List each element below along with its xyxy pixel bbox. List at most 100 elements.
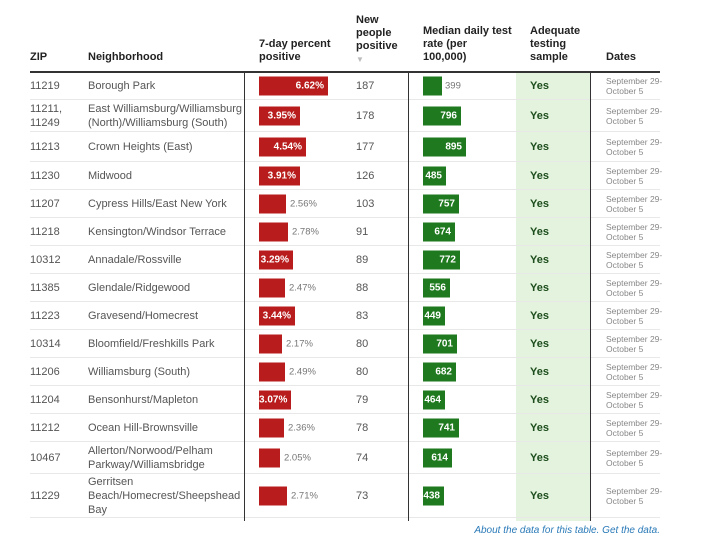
table-row: 11229 Gerritsen Beach/Homecrest/Sheepshe…: [30, 474, 662, 518]
table-row: 11213 Crown Heights (East) 4.54% 177 895…: [30, 132, 662, 162]
test-rate-label: 485: [425, 170, 442, 181]
adequate-cell: Yes: [530, 281, 549, 294]
percent-positive-bar: 4.54%: [259, 137, 306, 156]
neighborhood-cell: Williamsburg (South): [88, 365, 191, 378]
header-dates[interactable]: Dates: [606, 51, 636, 63]
table-row: 11206 Williamsburg (South) 2.49% 80 682 …: [30, 358, 662, 386]
percent-positive-bar: [259, 278, 285, 297]
header-new-positive[interactable]: New people positive ▼: [356, 14, 406, 66]
dates-cell: September 29-October 5: [606, 417, 663, 438]
test-rate-label: 796: [440, 110, 457, 121]
percent-positive-label: 2.78%: [292, 226, 319, 237]
adequate-cell: Yes: [530, 197, 549, 210]
neighborhood-cell: Cypress Hills/East New York: [88, 197, 227, 210]
test-rate-bar: 449: [423, 306, 445, 325]
percent-positive-label: 2.36%: [288, 422, 315, 433]
neighborhood-cell: Bensonhurst/Mapleton: [88, 393, 199, 406]
dates-cell: September 29-October 5: [606, 305, 663, 326]
zip-cell: 10314: [30, 337, 61, 350]
header-divider: [30, 71, 660, 73]
percent-positive-bar: 3.91%: [259, 166, 300, 185]
new-positive-cell: 103: [356, 197, 375, 210]
table-row: 11223 Gravesend/Homecrest 3.44% 83 449 Y…: [30, 302, 662, 330]
column-divider: [590, 72, 591, 521]
dates-cell: September 29-October 5: [606, 389, 663, 410]
new-positive-cell: 79: [356, 393, 369, 406]
table-row: 11207 Cypress Hills/East New York 2.56% …: [30, 190, 662, 218]
neighborhood-cell: Glendale/Ridgewood: [88, 281, 191, 294]
neighborhood-cell: Midwood: [88, 169, 133, 182]
header-new-positive-label: New people positive: [356, 14, 398, 52]
adequate-cell: Yes: [530, 169, 549, 182]
test-rate-label: 614: [431, 452, 448, 463]
test-rate-bar: 741: [423, 418, 459, 437]
dates-cell: September 29-October 5: [606, 447, 663, 468]
percent-positive-bar: 3.29%: [259, 250, 293, 269]
table-row: 11204 Bensonhurst/Mapleton 3.07% 79 464 …: [30, 386, 662, 414]
zip-cell: 10467: [30, 451, 61, 464]
percent-positive-bar: [259, 334, 282, 353]
table-row: 10312 Annadale/Rossville 3.29% 89 772 Ye…: [30, 246, 662, 274]
test-rate-bar: 757: [423, 194, 459, 213]
percent-positive-label: 6.62%: [295, 80, 324, 91]
new-positive-cell: 178: [356, 109, 375, 122]
header-percent-positive[interactable]: 7-day percent positive: [259, 38, 331, 63]
adequate-column-highlight: [516, 72, 590, 521]
test-rate-label: 438: [423, 490, 440, 501]
zip-cell: 11212: [30, 421, 60, 434]
test-rate-label: 895: [445, 141, 462, 152]
adequate-cell: Yes: [530, 309, 549, 322]
test-rate-bar: 485: [423, 166, 446, 185]
test-rate-bar: 674: [423, 222, 455, 241]
test-rate-bar: 895: [423, 137, 466, 156]
table-row: 10467 Allerton/Norwood/Pelham Parkway/Wi…: [30, 442, 662, 474]
table-row: 11385 Glendale/Ridgewood 2.47% 88 556 Ye…: [30, 274, 662, 302]
column-divider: [408, 72, 409, 521]
percent-positive-bar: [259, 222, 288, 241]
header-zip[interactable]: ZIP: [30, 51, 48, 63]
percent-positive-label: 2.49%: [289, 366, 316, 377]
table-row: 11219 Borough Park 6.62% 187 399 Yes Sep…: [30, 72, 662, 100]
adequate-cell: Yes: [530, 365, 549, 378]
percent-positive-bar: 3.07%: [259, 390, 291, 409]
percent-positive-label: 3.44%: [262, 310, 291, 321]
adequate-cell: Yes: [530, 421, 549, 434]
test-rate-label: 701: [436, 338, 453, 349]
table-row: 10314 Bloomfield/Freshkills Park 2.17% 8…: [30, 330, 662, 358]
percent-positive-bar: [259, 486, 287, 505]
test-rate-label: 772: [439, 254, 456, 265]
neighborhood-cell: Ocean Hill-Brownsville: [88, 421, 199, 434]
new-positive-cell: 126: [356, 169, 375, 182]
adequate-cell: Yes: [530, 253, 549, 266]
header-adequate[interactable]: Adequate testing sample: [530, 25, 581, 63]
percent-positive-label: 3.91%: [267, 170, 296, 181]
dates-cell: September 29-October 5: [606, 249, 663, 270]
new-positive-cell: 73: [356, 489, 369, 502]
percent-positive-label: 4.54%: [273, 141, 302, 152]
neighborhood-cell: Borough Park: [88, 79, 156, 92]
header-neighborhood[interactable]: Neighborhood: [88, 51, 164, 63]
percent-positive-bar: [259, 194, 286, 213]
test-rate-bar: 556: [423, 278, 450, 297]
column-divider: [244, 72, 245, 521]
test-rate-bar: 682: [423, 362, 456, 381]
table-row: 11211, 11249 East Williamsburg/Williamsb…: [30, 100, 662, 132]
neighborhood-cell: East Williamsburg/Williamsburg (North)/W…: [88, 102, 243, 129]
dates-cell: September 29-October 5: [606, 136, 663, 157]
zip-cell: 10312: [30, 253, 61, 266]
test-rate-label: 399: [445, 80, 461, 91]
zip-cell: 11211, 11249: [30, 102, 63, 129]
footer-data-link[interactable]: About the data for this table. Get the d…: [474, 525, 660, 536]
test-rate-bar: 464: [423, 390, 445, 409]
zip-cell: 11206: [30, 365, 60, 378]
sort-desc-icon: ▼: [356, 55, 364, 64]
neighborhood-cell: Bloomfield/Freshkills Park: [88, 337, 215, 350]
zip-cell: 11229: [30, 489, 60, 502]
neighborhood-cell: Gravesend/Homecrest: [88, 309, 199, 322]
percent-positive-bar: [259, 448, 280, 467]
header-test-rate[interactable]: Median daily test rate (per 100,000): [423, 25, 512, 63]
neighborhood-cell: Kensington/Windsor Terrace: [88, 225, 226, 238]
new-positive-cell: 74: [356, 451, 369, 464]
adequate-cell: Yes: [530, 225, 549, 238]
adequate-cell: Yes: [530, 451, 549, 464]
